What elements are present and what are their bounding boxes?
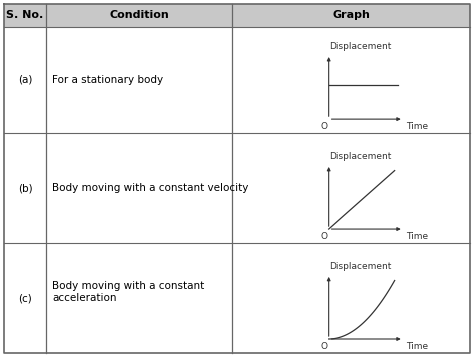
Text: (b): (b) [18, 183, 32, 193]
Text: Displacement: Displacement [328, 152, 391, 161]
Text: For a stationary body: For a stationary body [52, 75, 163, 85]
Text: Body moving with a constant
acceleration: Body moving with a constant acceleration [52, 281, 204, 303]
Text: Displacement: Displacement [328, 42, 391, 51]
Text: Time: Time [406, 232, 428, 241]
Text: O: O [320, 232, 327, 241]
Text: Time: Time [406, 122, 428, 131]
Text: Time: Time [406, 342, 428, 351]
Text: O: O [320, 342, 327, 351]
Text: Displacement: Displacement [328, 262, 391, 271]
Text: O: O [320, 122, 327, 131]
Text: Body moving with a constant velocity: Body moving with a constant velocity [52, 183, 248, 193]
Bar [4, 4, 470, 27]
Text: (a): (a) [18, 75, 32, 85]
Text: Condition: Condition [109, 10, 169, 20]
Text: Graph: Graph [332, 10, 370, 20]
Text: S. No.: S. No. [6, 10, 44, 20]
Text: (c): (c) [18, 293, 32, 303]
